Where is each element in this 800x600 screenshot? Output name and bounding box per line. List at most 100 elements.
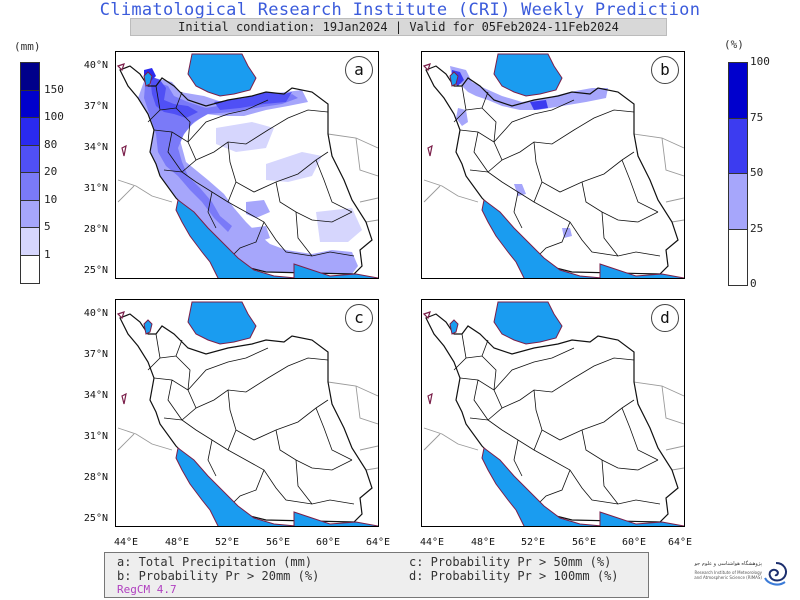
- colorbar-swatch: [21, 90, 39, 118]
- precip-area: [266, 152, 322, 182]
- lat-label: 34°N: [83, 390, 108, 401]
- lake-urmia: [143, 71, 153, 87]
- coast-mark: [422, 63, 431, 72]
- country-border: [119, 313, 373, 523]
- caspian-sea: [187, 53, 257, 97]
- province-border: [227, 141, 329, 193]
- forecast-period: Initial condiation: 19Jan2024 | Valid fo…: [130, 18, 667, 36]
- province-border: [493, 99, 575, 143]
- province-border: [315, 407, 353, 461]
- province-border: [315, 159, 353, 213]
- neighbor-border: [633, 133, 684, 203]
- province-border: [533, 201, 661, 257]
- precip-area: [216, 122, 274, 152]
- panel-letter-d: d: [651, 304, 679, 332]
- colorbar-level-label: 20: [44, 165, 58, 178]
- province-border: [153, 129, 197, 173]
- legend-c: c: Probability Pr > 50mm (%): [409, 555, 612, 569]
- lake-urmia: [143, 319, 153, 335]
- precip-colorbar: [20, 62, 40, 284]
- country-fill: [426, 314, 678, 522]
- prob-colorbar: [728, 62, 748, 286]
- province-border: [487, 171, 543, 229]
- neighbor-border: [671, 467, 684, 471]
- lake-urmia: [449, 319, 459, 335]
- colorbar-level-label: 150: [44, 82, 64, 96]
- province-border: [459, 377, 503, 421]
- lat-label: 31°N: [83, 431, 108, 442]
- coast-mark: [121, 144, 127, 157]
- colorbar-level-label: 100: [44, 110, 64, 123]
- iran-map: [116, 301, 378, 526]
- province-border: [187, 99, 269, 143]
- lat-label: 37°N: [83, 349, 108, 360]
- lon-label: 64°E: [667, 537, 693, 548]
- precip-area: [514, 184, 526, 196]
- colorbar-level-label: 100: [750, 55, 770, 68]
- colorbar-level-label: 80: [44, 137, 58, 151]
- caspian-sea: [493, 301, 563, 345]
- lat-label: 31°N: [83, 183, 108, 194]
- lake-urmia: [449, 71, 459, 87]
- neighbor-border: [327, 133, 378, 203]
- precip-area: [456, 108, 468, 126]
- coast-mark: [427, 392, 433, 405]
- neighbor-border: [423, 179, 479, 203]
- province-border: [533, 449, 661, 505]
- precip-colorbar-unit: (mm): [14, 40, 41, 53]
- colorbar-swatch: [729, 229, 747, 285]
- map-panel-d: d: [421, 299, 685, 527]
- lat-label: 25°N: [83, 513, 108, 524]
- lon-label: 44°E: [113, 537, 139, 548]
- province-border: [147, 85, 191, 143]
- province-border: [533, 141, 635, 193]
- coast-mark: [121, 392, 127, 405]
- coast-mark: [427, 144, 433, 157]
- caspian-sea: [187, 301, 257, 345]
- lon-label: 56°E: [265, 537, 291, 548]
- lon-label: 60°E: [621, 537, 647, 548]
- province-border: [195, 109, 329, 161]
- neighbor-border: [423, 427, 479, 451]
- colorbar-level-label: 5: [44, 220, 51, 233]
- neighbor-border: [117, 179, 173, 203]
- colorbar-level-label: 50: [750, 166, 764, 179]
- precip-area: [250, 226, 270, 242]
- lon-label: 56°E: [571, 537, 597, 548]
- province-border: [487, 419, 543, 477]
- precip-area: [450, 66, 608, 110]
- gulf-of-oman: [599, 511, 684, 526]
- colorbar-level-label: 0: [750, 277, 757, 290]
- province-border: [581, 429, 659, 471]
- province-border: [227, 201, 355, 257]
- lat-label: 34°N: [83, 142, 108, 153]
- lon-label: 52°E: [214, 537, 240, 548]
- province-border: [453, 85, 497, 143]
- legend-a: a: Total Precipitation (mm): [117, 555, 313, 569]
- precip-area: [214, 92, 292, 110]
- colorbar-swatch: [21, 118, 39, 146]
- colorbar-swatch: [21, 228, 39, 256]
- precip-area: [316, 208, 362, 242]
- province-border: [275, 181, 353, 223]
- neighbor-border: [671, 219, 684, 223]
- colorbar-swatch: [21, 173, 39, 201]
- country-border: [119, 65, 373, 275]
- province-border: [275, 429, 353, 471]
- logo-text-fa: پژوهشگاه هواشناسی و علوم جو: [694, 561, 762, 567]
- province-border: [227, 389, 329, 441]
- swirl-logo-icon: [764, 562, 787, 586]
- logo-text-en: Research Institute of Meteorology and At…: [694, 570, 762, 580]
- neighbor-border: [117, 427, 173, 451]
- province-border: [187, 347, 269, 391]
- colorbar-swatch: [729, 118, 747, 174]
- colorbar-level-label: 1: [44, 247, 51, 261]
- persian-gulf: [481, 447, 604, 526]
- country-fill: [120, 314, 372, 522]
- country-border: [425, 313, 679, 523]
- precip-area: [530, 100, 548, 110]
- lon-label: 44°E: [419, 537, 445, 548]
- iran-map: [422, 301, 684, 526]
- model-name: RegCM 4.7: [117, 583, 177, 596]
- gulf-of-oman: [293, 511, 378, 526]
